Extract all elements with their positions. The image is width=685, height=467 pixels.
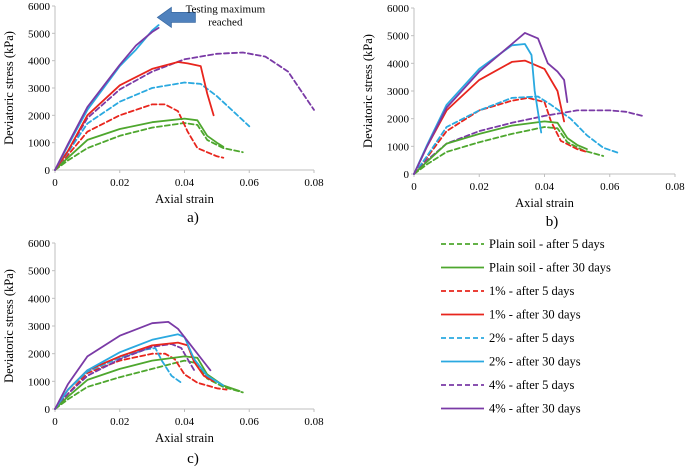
legend-item-p1_5: 1% - after 5 days [441, 284, 575, 298]
y-axis-label: Deviatoric stress (kPa) [2, 31, 16, 145]
y-tick-label: 5000 [28, 28, 51, 40]
legend-item-p2_30: 2% - after 30 days [441, 355, 581, 369]
y-tick-label: 6000 [28, 1, 51, 13]
legend-label: 1% - after 30 days [489, 308, 581, 322]
panel-label: a) [187, 210, 199, 226]
series-line-plain30 [54, 117, 225, 171]
legend-item-plain30: Plain soil - after 30 days [441, 261, 611, 275]
y-tick-label: 0 [45, 404, 51, 416]
x-tick-label: 0.08 [304, 177, 324, 189]
x-tick-label: 0.08 [304, 416, 324, 428]
y-tick-label: 0 [404, 169, 410, 181]
series-line-p2_5 [54, 81, 251, 171]
chart-panel-3: 0 1000 2000 3000 4000 5000 6000 0 0.02 0.04 0.06 0.… [2, 238, 324, 467]
series-line-p4_30 [413, 32, 569, 175]
series-line-plain5 [413, 126, 605, 175]
y-tick-label: 4000 [28, 56, 51, 68]
x-tick-label: 0.06 [240, 177, 260, 189]
y-tick-label: 2000 [28, 110, 51, 122]
legend-label: 2% - after 30 days [489, 355, 581, 369]
legend: Plain soil - after 5 days Plain soil - af… [441, 237, 611, 416]
y-tick-label: 0 [45, 165, 51, 177]
y-tick-label: 3000 [387, 86, 410, 98]
legend-label: 2% - after 5 days [489, 331, 575, 345]
series-line-plain5 [54, 359, 244, 410]
y-tick-label: 1000 [387, 141, 410, 153]
y-tick-label: 2000 [387, 114, 410, 126]
legend-item-p2_5: 2% - after 5 days [441, 331, 575, 345]
y-tick-label: 1000 [28, 376, 51, 388]
x-tick-label: 0.02 [470, 181, 489, 193]
y-tick-label: 5000 [28, 266, 51, 278]
x-tick-label: 0.06 [240, 416, 260, 428]
series-line-p2_30 [54, 333, 225, 410]
y-tick-label: 4000 [387, 58, 410, 70]
series-line-p4_5 [54, 343, 196, 410]
y-tick-label: 6000 [28, 238, 51, 250]
x-tick-label: 0 [411, 181, 417, 193]
legend-label: 1% - after 5 days [489, 284, 575, 298]
series-line-plain5 [54, 122, 244, 171]
legend-label: 4% - after 5 days [489, 378, 575, 392]
series-line-p4_30 [54, 321, 212, 410]
legend-label: 4% - after 30 days [489, 402, 581, 416]
legend-label: Plain soil - after 30 days [489, 261, 611, 275]
panel-label: c) [187, 451, 199, 467]
series-line-p2_5 [413, 95, 621, 175]
legend-item-p4_30: 4% - after 30 days [441, 402, 581, 416]
y-tick-label: 2000 [28, 349, 51, 361]
annotation-text: reached [208, 16, 243, 28]
x-tick-label: 0.04 [175, 416, 195, 428]
series-line-p4_30 [54, 27, 160, 171]
y-axis-label: Deviatoric stress (kPa) [2, 269, 16, 383]
x-axis-label: Axial strain [155, 192, 214, 206]
x-tick-label: 0.08 [665, 181, 685, 193]
chart-panel-2: 0 1000 2000 3000 4000 5000 6000 0 0.02 0.04 0.06 0.… [361, 3, 685, 230]
x-tick-label: 0.04 [175, 177, 195, 189]
annotation-arrow-icon [156, 6, 196, 29]
y-tick-label: 3000 [28, 321, 51, 333]
x-axis-label: Axial strain [515, 196, 574, 210]
y-tick-label: 1000 [28, 138, 51, 150]
x-axis-label: Axial strain [155, 431, 214, 445]
x-tick-label: 0.04 [535, 181, 555, 193]
series-line-plain30 [413, 120, 588, 175]
chart-panel-1: 0 1000 2000 3000 4000 5000 6000 0 0.02 0.04 0.06 0.… [2, 1, 324, 226]
series-line-p1_30 [54, 61, 215, 171]
x-tick-label: 0.02 [110, 177, 129, 189]
series-line-p1_5 [54, 352, 228, 410]
x-tick-label: 0 [52, 416, 58, 428]
series-line-p4_5 [54, 51, 315, 171]
y-tick-label: 6000 [387, 3, 410, 15]
x-tick-label: 0.02 [110, 416, 129, 428]
series-line-p1_30 [413, 59, 565, 175]
legend-item-p4_5: 4% - after 5 days [441, 378, 575, 392]
legend-item-plain5: Plain soil - after 5 days [441, 237, 605, 251]
panel-label: b) [546, 214, 559, 230]
y-axis-label: Deviatoric stress (kPa) [361, 34, 375, 148]
y-tick-label: 5000 [387, 31, 410, 43]
legend-label: Plain soil - after 5 days [489, 237, 605, 251]
x-tick-label: 0 [52, 177, 58, 189]
series-line-p1_5 [54, 103, 225, 171]
annotation-text: Testing maximum [186, 3, 266, 15]
x-tick-label: 0.06 [600, 181, 620, 193]
legend-item-p1_30: 1% - after 30 days [441, 308, 581, 322]
y-tick-label: 3000 [28, 83, 51, 95]
y-tick-label: 4000 [28, 293, 51, 305]
